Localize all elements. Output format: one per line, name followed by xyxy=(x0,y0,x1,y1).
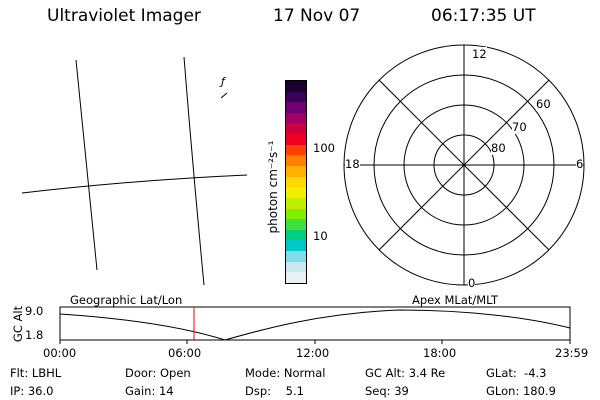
status-glon: GLon: 180.9 xyxy=(486,384,556,398)
colorbar-swatch xyxy=(286,187,306,198)
lat-label-80: 80 xyxy=(491,141,506,155)
colorbar-swatch xyxy=(286,102,306,113)
status-door: Door: Open xyxy=(125,366,191,380)
colorbar-swatch xyxy=(286,134,306,145)
x-tick-1800: 18:00 xyxy=(423,346,457,360)
status-gc-alt: GC Alt: 3.4 Re xyxy=(365,366,446,380)
status-ip: IP: 36.0 xyxy=(10,384,54,398)
colorbar-swatch xyxy=(286,123,306,135)
status-gain: Gain: 14 xyxy=(125,384,174,398)
colorbar-swatch xyxy=(286,112,306,124)
colorbar-swatch xyxy=(286,251,306,262)
y-tick-9: 9.0 xyxy=(25,304,44,318)
colorbar-swatch xyxy=(286,176,306,188)
colorbar-swatch xyxy=(286,208,306,220)
x-tick-2359: 23:59 xyxy=(555,346,589,360)
colorbar-swatch xyxy=(286,144,306,156)
apex-mlat-mlt-label: Apex MLat/MLT xyxy=(412,293,499,307)
meridian-line-right xyxy=(183,56,205,286)
colorbar-swatch xyxy=(286,197,306,209)
colorbar-swatch xyxy=(286,272,306,283)
date-label: 17 Nov 07 xyxy=(273,6,361,26)
colorbar xyxy=(285,80,307,284)
timeline-frame xyxy=(59,306,571,341)
mlt-label-6: 6 xyxy=(576,157,584,171)
x-tick-0000: 00:00 xyxy=(43,346,77,360)
status-flt: Flt: LBHL xyxy=(10,366,62,380)
status-glat: GLat: -4.3 xyxy=(486,366,547,380)
geographic-latlon-label: Geographic Lat/Lon xyxy=(70,293,183,307)
colorbar-swatch xyxy=(286,155,306,166)
time-label: 06:17:35 UT xyxy=(431,6,536,26)
colorbar-swatch xyxy=(286,81,306,92)
instrument-title: Ultraviolet Imager xyxy=(47,6,201,26)
colorbar-swatch xyxy=(286,91,306,103)
colorbar-swatch xyxy=(286,261,306,273)
colorbar-swatch xyxy=(286,229,306,241)
polar-diagonal-2 xyxy=(378,79,550,251)
altitude-curve xyxy=(59,309,571,341)
status-dsp: Dsp: 5.1 xyxy=(245,384,304,398)
map-fragment-stroke xyxy=(220,92,228,99)
y-tick-1-8: 1.8 xyxy=(25,328,44,342)
status-seq: Seq: 39 xyxy=(365,384,409,398)
x-tick-0600: 06:00 xyxy=(168,346,202,360)
meridian-line-left xyxy=(75,59,98,271)
mlt-label-12: 12 xyxy=(472,47,487,61)
lat-label-60: 60 xyxy=(536,97,551,111)
mlt-label-0: 0 xyxy=(468,276,476,290)
colorbar-swatch xyxy=(286,219,306,230)
colorbar-swatch xyxy=(286,240,306,251)
colorbar-tick-10: 10 xyxy=(313,229,328,243)
map-fragment-glyph: ƒ xyxy=(221,75,225,88)
mlt-label-18: 18 xyxy=(345,157,360,171)
lat-label-70: 70 xyxy=(512,120,527,134)
colorbar-swatch xyxy=(286,166,306,177)
status-mode: Mode: Normal xyxy=(245,366,326,380)
parallel-line xyxy=(21,174,248,194)
colorbar-tick-100: 100 xyxy=(313,141,335,155)
x-tick-1200: 12:00 xyxy=(296,346,330,360)
